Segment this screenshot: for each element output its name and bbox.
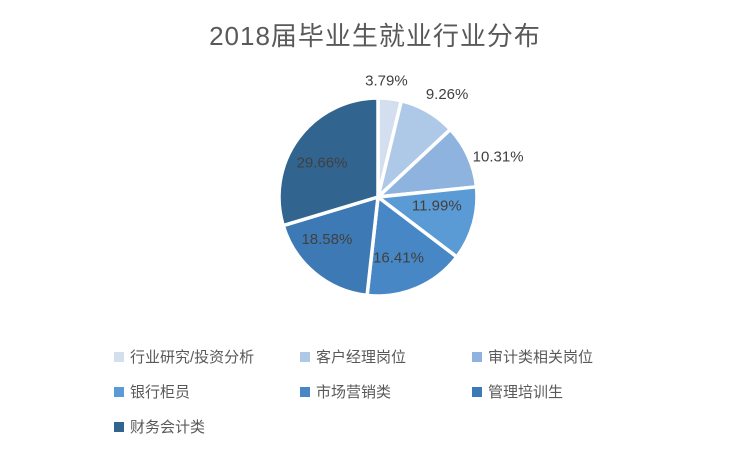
- legend-label: 客户经理岗位: [316, 349, 407, 366]
- legend-label: 管理培训生: [488, 384, 564, 401]
- legend-item-5[interactable]: 管理培训生: [472, 381, 593, 402]
- pie-slice-6[interactable]: [277, 96, 380, 228]
- legend-swatch-icon: [114, 351, 124, 362]
- legend-swatch-icon: [114, 386, 124, 397]
- legend-item-4[interactable]: 市场营销类: [300, 381, 472, 402]
- legend-label: 银行柜员: [130, 384, 191, 401]
- legend-label: 市场营销类: [316, 384, 392, 401]
- legend-swatch-icon: [300, 351, 310, 362]
- legend-item-0[interactable]: 行业研究/投资分析: [114, 346, 300, 367]
- legend-swatch-icon: [472, 351, 482, 362]
- legend-label: 审计类相关岗位: [488, 349, 594, 366]
- legend-label: 行业研究/投资分析: [130, 349, 255, 366]
- data-label-3: 11.99%: [412, 198, 462, 215]
- legend-item-3[interactable]: 银行柜员: [114, 381, 300, 402]
- chart-legend: 行业研究/投资分析 客户经理岗位 审计类相关岗位银行柜员 市场营销类 管理培训生财务会计…: [114, 339, 593, 444]
- chart-title: 2018届毕业生就业行业分布: [209, 21, 541, 51]
- data-label-4: 16.41%: [373, 249, 424, 266]
- legend-swatch-icon: [114, 421, 124, 432]
- data-label-6: 29.66%: [297, 154, 348, 171]
- pie-slice-5[interactable]: [281, 195, 380, 298]
- data-label-5: 18.58%: [301, 231, 352, 248]
- legend-label: 财务会计类: [130, 419, 206, 436]
- data-label-1: 9.26%: [426, 86, 469, 103]
- legend-item-6[interactable]: 财务会计类: [114, 416, 300, 437]
- pie-slice-4[interactable]: [365, 195, 459, 298]
- legend-item-1[interactable]: 客户经理岗位: [300, 346, 472, 367]
- data-label-2: 10.31%: [473, 148, 524, 165]
- legend-swatch-icon: [472, 386, 482, 397]
- legend-swatch-icon: [300, 386, 310, 397]
- legend-item-2[interactable]: 审计类相关岗位: [472, 346, 593, 367]
- data-label-0: 3.79%: [365, 72, 408, 89]
